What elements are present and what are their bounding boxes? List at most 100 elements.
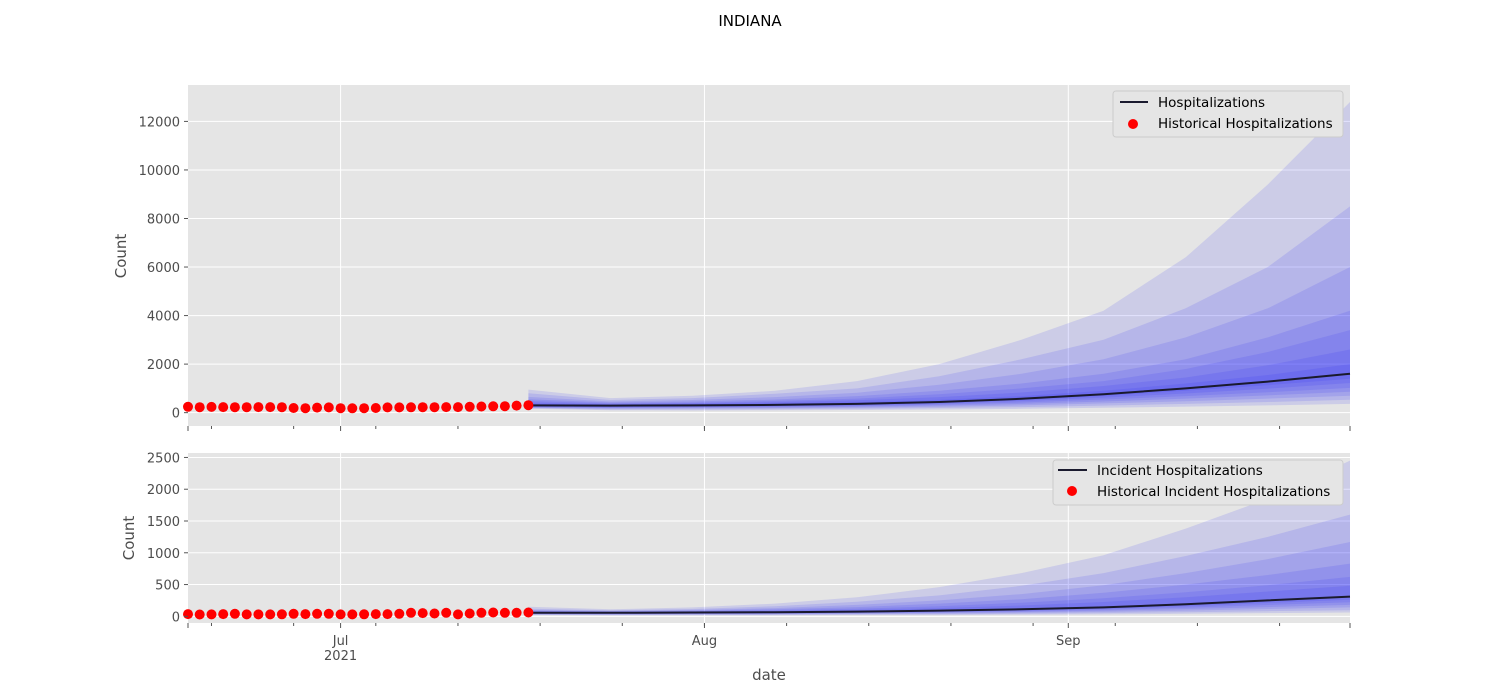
historical-point: [499, 401, 510, 412]
forecast-band: [528, 364, 1350, 407]
historical-point: [347, 609, 358, 620]
y-tick-label: 500: [155, 579, 180, 594]
x-axis-ticks: [187, 426, 1351, 431]
legend-box: [1052, 459, 1344, 506]
y-tick-label: 4000: [147, 310, 180, 325]
historical-point: [464, 401, 475, 412]
historical-point: [441, 607, 452, 618]
historical-points-series: [183, 400, 534, 414]
historical-point: [359, 403, 370, 414]
forecast-band: [528, 576, 1350, 614]
y-tick-label: 8000: [147, 212, 180, 227]
historical-point: [359, 609, 370, 620]
historical-point: [335, 403, 346, 414]
y-tick-label: 10000: [139, 164, 180, 179]
forecast-band: [528, 310, 1350, 408]
y-tick-label: 0: [172, 407, 180, 422]
forecast-band: [528, 330, 1350, 408]
historical-point: [417, 608, 428, 619]
y-tick-label: 1000: [147, 547, 180, 562]
historical-point: [194, 609, 205, 620]
x-axis-label: date: [752, 666, 786, 684]
historical-point: [276, 402, 287, 413]
historical-point: [382, 402, 393, 413]
historical-point: [382, 609, 393, 620]
historical-point: [476, 607, 487, 618]
historical-point: [218, 609, 229, 620]
x-tick-label: Jul: [332, 634, 349, 649]
forecast-band: [528, 349, 1350, 408]
forecast-median-line: [528, 595, 1351, 614]
y-tick-label: 1500: [147, 515, 180, 530]
historical-point: [476, 401, 487, 412]
historical-point: [183, 609, 193, 620]
forecast-band: [528, 542, 1350, 615]
historical-point: [511, 400, 522, 411]
historical-point: [441, 402, 452, 413]
historical-point: [265, 402, 276, 413]
historical-point: [335, 609, 346, 620]
y-axis-label: Count: [120, 516, 138, 561]
y-axis-label: Count: [112, 234, 130, 279]
historical-point: [453, 609, 463, 620]
historical-point: [488, 607, 499, 618]
historical-point: [206, 401, 217, 412]
historical-point: [241, 402, 252, 413]
historical-point: [312, 402, 323, 413]
historical-point: [218, 402, 229, 413]
historical-point: [312, 608, 323, 619]
forecast-bands: [528, 102, 1350, 411]
forecast-band: [528, 102, 1350, 411]
forecast-band: [528, 267, 1350, 409]
historical-point: [499, 607, 510, 618]
historical-point: [323, 402, 334, 413]
x-tick-label: Aug: [692, 634, 717, 649]
historical-point: [394, 608, 405, 619]
historical-points-series: [183, 607, 534, 620]
legend: Hospitalizations Historical Hospitalizat…: [1112, 90, 1344, 138]
historical-point: [453, 402, 463, 413]
historical-point: [300, 403, 311, 414]
historical-point: [183, 401, 193, 412]
legend-box: [1112, 90, 1344, 138]
legend-label-forecast: Incident Hospitalizations: [1097, 463, 1263, 479]
historical-point: [229, 402, 240, 413]
historical-point: [523, 607, 534, 618]
historical-point: [253, 402, 264, 413]
forecast-band: [528, 206, 1350, 410]
figure-title: INDIANA: [718, 12, 782, 30]
historical-point: [523, 400, 534, 411]
historical-point: [194, 402, 205, 413]
y-axis-ticks: 0 500 1000 1500 2000 2500: [147, 451, 188, 625]
forecast-band: [528, 563, 1350, 615]
y-tick-label: 6000: [147, 261, 180, 276]
historical-point: [417, 402, 428, 413]
historical-point: [323, 608, 334, 619]
historical-point: [429, 608, 440, 619]
historical-point: [265, 609, 276, 620]
x-tick-label: Sep: [1056, 634, 1081, 649]
historical-point: [253, 609, 264, 620]
y-tick-label: 2000: [147, 358, 180, 373]
plot-area-background: [188, 85, 1350, 426]
legend-point-swatch: [1067, 486, 1077, 496]
historical-point: [300, 609, 311, 620]
historical-point: [288, 608, 299, 619]
historical-point: [241, 609, 252, 620]
y-axis-ticks: 0 2000 4000 6000 8000 10000 12000: [139, 115, 188, 422]
legend: Incident Hospitalizations Historical Inc…: [1052, 459, 1344, 506]
y-tick-label: 2500: [147, 451, 180, 466]
historical-point: [276, 609, 287, 620]
y-tick-label: 12000: [139, 115, 180, 130]
historical-point: [464, 608, 475, 619]
historical-point: [229, 608, 240, 619]
historical-point: [370, 403, 381, 413]
forecast-median-series: [528, 595, 1351, 614]
y-tick-label: 2000: [147, 483, 180, 498]
historical-point: [488, 401, 499, 412]
historical-point: [394, 402, 405, 413]
historical-point: [206, 609, 217, 620]
x-tick-sublabel: 2021: [324, 649, 357, 664]
